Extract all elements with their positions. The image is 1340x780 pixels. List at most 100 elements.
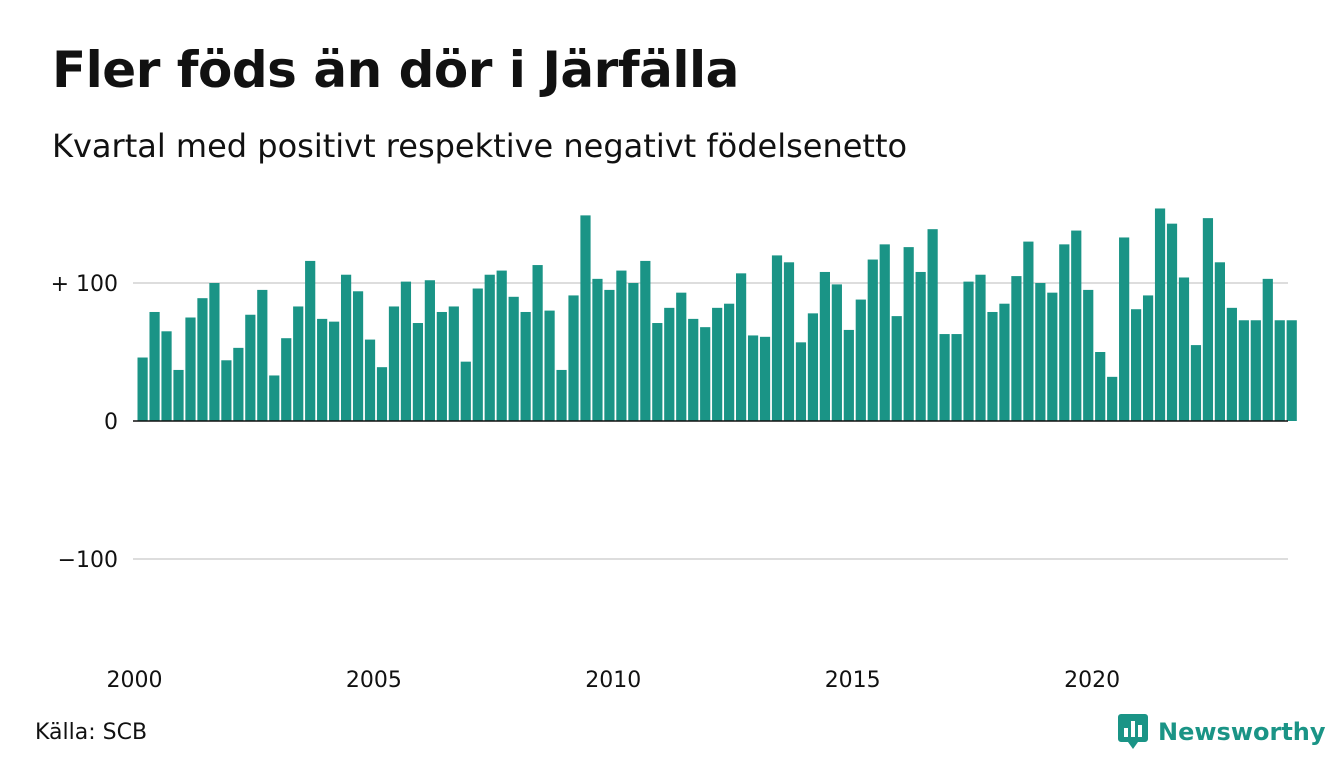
bar-2013-Q3: [783, 262, 795, 421]
bar-2022-Q4: [1226, 307, 1237, 421]
source-note: Källa: SCB: [35, 720, 148, 745]
bar-2009-Q1: [568, 295, 579, 421]
bar-2001-Q4: [221, 360, 232, 421]
bar-2014-Q2: [819, 271, 830, 421]
bar-2015-Q3: [879, 244, 890, 421]
y-tick-label: −100: [58, 548, 118, 573]
bar-2015-Q1: [855, 299, 866, 421]
bar-2023-Q2: [1250, 320, 1261, 421]
bar-2017-Q2: [963, 281, 974, 421]
bar-2004-Q2: [340, 274, 352, 421]
bars: [137, 208, 1297, 421]
bar-2021-Q4: [1178, 277, 1190, 421]
bar-2010-Q1: [616, 270, 627, 421]
bar-2000-Q3: [161, 331, 172, 421]
bar-2003-Q4: [317, 318, 328, 421]
bar-2003-Q2: [293, 306, 304, 421]
bar-2010-Q4: [652, 323, 663, 421]
bar-2008-Q2: [532, 265, 543, 421]
bar-2020-Q3: [1119, 237, 1130, 421]
bar-2004-Q3: [352, 291, 364, 421]
bar-2019-Q1: [1047, 292, 1058, 421]
bar-2003-Q3: [305, 260, 316, 421]
bar-2006-Q2: [436, 311, 447, 421]
x-tick-label: 2015: [825, 668, 881, 693]
bar-2016-Q3: [927, 229, 938, 421]
bar-2018-Q4: [1035, 283, 1046, 421]
bar-2017-Q4: [987, 311, 998, 421]
bar-2002-Q4: [269, 375, 280, 421]
bar-2005-Q1: [376, 367, 388, 421]
bar-2005-Q2: [388, 306, 400, 421]
bar-2006-Q4: [460, 361, 471, 421]
bar-2020-Q1: [1095, 352, 1106, 421]
brand-logo[interactable]: Newsworthy: [1118, 712, 1326, 752]
chart-subtitle: Kvartal med positivt respektive negativt…: [52, 127, 908, 165]
bar-2022-Q2: [1202, 218, 1214, 421]
bar-2011-Q3: [688, 318, 699, 421]
bar-2004-Q4: [364, 339, 376, 421]
bar-2020-Q2: [1107, 376, 1118, 421]
bar-2014-Q3: [831, 284, 842, 421]
bar-2020-Q4: [1131, 309, 1142, 421]
bar-2007-Q3: [496, 270, 507, 421]
bar-2000-Q1: [137, 357, 148, 421]
x-tick-label: 2005: [346, 668, 402, 693]
bar-2015-Q4: [891, 316, 902, 421]
bar-2019-Q4: [1083, 289, 1094, 421]
bar-2011-Q1: [664, 307, 675, 421]
bar-2019-Q2: [1059, 244, 1070, 421]
y-tick-label: + 100: [51, 272, 118, 297]
bar-2001-Q2: [197, 298, 208, 421]
bar-2021-Q3: [1166, 223, 1178, 421]
bar-2008-Q1: [520, 311, 531, 421]
bar-2015-Q2: [867, 259, 878, 421]
bar-2017-Q1: [951, 334, 962, 421]
bar-2014-Q4: [843, 329, 854, 421]
bar-2011-Q2: [676, 292, 687, 421]
bar-2023-Q4: [1274, 320, 1285, 421]
bar-2004-Q1: [329, 321, 340, 421]
bar-2002-Q3: [257, 289, 268, 421]
bar-2001-Q1: [185, 317, 196, 421]
bar-2010-Q2: [628, 283, 639, 421]
x-tick-labels: 2000 2005 2010 2015 2020: [107, 668, 1121, 693]
bar-2018-Q3: [1023, 241, 1034, 421]
bar-2012-Q3: [736, 273, 747, 421]
bar-2009-Q4: [604, 289, 615, 421]
bar-2000-Q2: [149, 311, 160, 421]
bar-2007-Q4: [508, 296, 519, 421]
bar-2000-Q4: [173, 369, 184, 421]
bar-2009-Q2: [580, 215, 591, 421]
bar-2005-Q3: [400, 281, 412, 421]
bar-2013-Q2: [771, 255, 783, 421]
bar-2021-Q1: [1142, 295, 1154, 421]
bar-2016-Q2: [915, 271, 926, 421]
x-tick-label: 2000: [107, 668, 163, 693]
bar-2012-Q2: [724, 303, 735, 421]
bar-2012-Q1: [712, 307, 723, 421]
bar-2024-Q1: [1286, 320, 1297, 421]
bar-2006-Q1: [424, 280, 435, 421]
bar-2018-Q2: [1011, 276, 1022, 421]
y-tick-labels: + 100 0 −100: [51, 272, 118, 573]
bar-2008-Q3: [544, 310, 555, 421]
bar-2007-Q2: [484, 274, 495, 421]
bar-2014-Q1: [807, 313, 819, 421]
bar-2022-Q1: [1190, 345, 1202, 421]
bar-2018-Q1: [999, 303, 1010, 421]
bar-2002-Q2: [245, 314, 256, 421]
bar-2012-Q4: [747, 335, 759, 421]
bar-2005-Q4: [412, 323, 424, 421]
chart-title: Fler föds än dör i Järfälla: [52, 41, 739, 99]
bar-2013-Q4: [795, 342, 807, 421]
bar-2009-Q3: [592, 278, 603, 421]
bar-2006-Q3: [448, 306, 459, 421]
bar-2023-Q1: [1238, 320, 1249, 421]
bar-2013-Q1: [759, 336, 771, 421]
brand-name: Newsworthy: [1158, 718, 1326, 746]
bar-2010-Q3: [640, 260, 651, 421]
bar-2001-Q3: [209, 283, 220, 421]
bar-2022-Q3: [1214, 262, 1225, 421]
